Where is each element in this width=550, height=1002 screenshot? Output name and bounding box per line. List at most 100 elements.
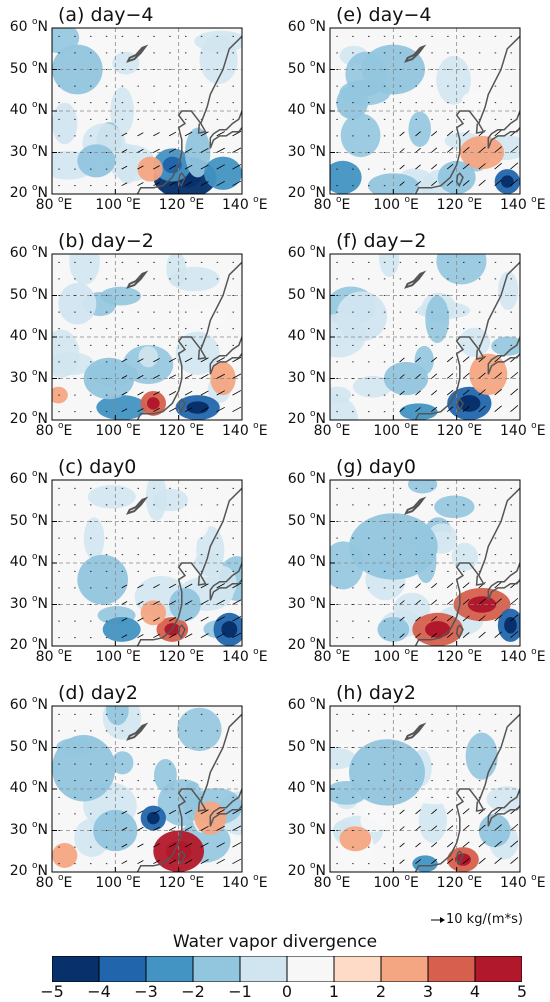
contour-blob [169, 266, 220, 292]
field-layer [52, 706, 242, 872]
coastline [136, 35, 242, 194]
wind-vector [478, 824, 486, 831]
panel-b: (b) day−2 20 oN 30 oN 40 oN 50 oN 60 oN 80 oE 1… [10, 232, 268, 439]
wind-vector [510, 405, 519, 413]
coastline [209, 109, 242, 149]
wind-vector [462, 858, 470, 865]
wind-vector [121, 149, 128, 153]
wind-vector [431, 632, 438, 639]
coastline [475, 349, 485, 360]
colorbar-segment [427, 956, 476, 982]
field-layer [52, 254, 242, 420]
x-tick-label: 140 oE [500, 873, 546, 891]
colorbar-title: Water vapor divergence [172, 932, 378, 952]
x-tick-label: 140 oE [222, 195, 268, 213]
contour-blob [465, 732, 498, 780]
contour-blob [138, 346, 158, 368]
contour-feature [399, 403, 438, 420]
wind-vector [216, 809, 225, 815]
wind-vector [462, 146, 470, 153]
wind-vector [184, 374, 193, 379]
wind-vector [232, 599, 242, 605]
wind-vector [446, 130, 454, 137]
wind-vector [415, 616, 421, 622]
contour-feature [102, 616, 141, 642]
coastline [455, 172, 464, 188]
x-tick-label: 140 oE [500, 421, 546, 439]
y-tick-label: 50 oN [287, 736, 326, 755]
wind-vector [121, 358, 128, 363]
wind-vector [415, 147, 421, 153]
y-tick-label: 20 oN [287, 861, 326, 879]
colorbar-segment [380, 956, 429, 982]
wind-vector [478, 581, 486, 589]
wind-vector [415, 131, 421, 137]
contour-core [221, 621, 238, 638]
wind-vector [137, 358, 144, 363]
wind-vector [168, 391, 177, 396]
contour-blob [498, 271, 519, 311]
colorbar-tick-label: 4 [469, 982, 481, 1001]
wind-vector [153, 132, 160, 137]
wind-vector [399, 390, 405, 396]
panel-g: (g) day0 20 oN 30 oN 40 oN 50 oN 60 oN 80 oE 10… [288, 458, 546, 665]
contour-blob [199, 35, 238, 84]
wind-vector [494, 598, 502, 605]
y-tick-label: 50 oN [9, 284, 48, 303]
panel-d: (d) day2 20 oN 30 oN 40 oN 50 oN 60 oN 80 oE 10… [10, 684, 268, 891]
wind-vector [510, 631, 519, 639]
panel-map [51, 27, 243, 195]
wind-vector [510, 388, 519, 396]
reference-vector-label: 10 kg/(m*s) [446, 912, 523, 927]
x-tick-label: 120 oE [158, 421, 205, 439]
wind-vector [478, 598, 486, 605]
coastline [475, 801, 485, 812]
contour-feature [77, 554, 128, 605]
colorbar-segment [98, 956, 147, 982]
wind-vector [462, 615, 470, 622]
panel-h: (h) day2 20 oN 30 oN 40 oN 50 oN 60 oN 80 oE 10… [288, 684, 546, 891]
wind-vector [494, 840, 502, 848]
wind-vector [137, 182, 144, 187]
lake-outline [404, 44, 427, 63]
wind-vector [121, 634, 128, 639]
contour-feature [349, 739, 425, 806]
panel-map [329, 27, 521, 195]
wind-vector [232, 164, 242, 170]
wind-vector [478, 129, 486, 137]
coastline [487, 787, 520, 827]
wind-vector [446, 841, 454, 848]
wind-vector [184, 357, 193, 363]
wind-vector [216, 616, 225, 622]
wind-vector [494, 857, 502, 865]
colorbar-tick-label: −1 [228, 982, 252, 1001]
wind-vector [184, 859, 193, 865]
wind-vector [153, 810, 160, 815]
contour-blob [175, 331, 220, 375]
wind-vector [510, 129, 519, 137]
coastline [136, 261, 242, 420]
wind-vector [200, 859, 209, 865]
contour-blob [83, 517, 105, 560]
wind-vector [168, 600, 177, 605]
coastline [197, 349, 207, 360]
wind-vector [478, 355, 486, 363]
panel-f: (f) day−2 20 oN 30 oN 40 oN 50 oN 60 oN 80 oE 1… [288, 232, 546, 439]
wind-vector [399, 407, 405, 413]
wind-vector [462, 180, 470, 187]
lake-outline [126, 496, 149, 515]
wind-vector [216, 373, 225, 379]
coastline [414, 487, 520, 646]
coastline [177, 624, 186, 640]
y-tick-label: 20 oN [9, 183, 48, 201]
coastline [455, 398, 464, 414]
wind-vector [168, 843, 177, 848]
contour-blob [185, 507, 210, 539]
wind-vector [399, 131, 405, 137]
x-tick-label: 100 oE [373, 195, 419, 213]
wind-vector [431, 147, 438, 153]
x-tick-label: 80 oE [35, 647, 73, 665]
wind-vector [232, 632, 242, 639]
wind-vector [121, 408, 128, 413]
lake-outline [126, 722, 149, 741]
